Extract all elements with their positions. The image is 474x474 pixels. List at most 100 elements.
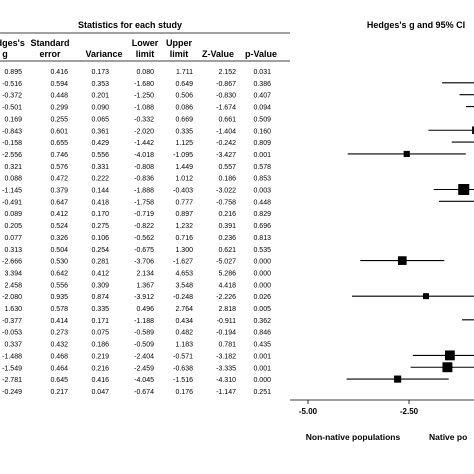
table-cell: -4.310 [216, 377, 236, 384]
table-cell: -2.404 [134, 353, 154, 360]
table-cell: -0.248 [173, 294, 193, 301]
table-cell: -0.911 [217, 318, 236, 325]
table-cell: 0.075 [91, 330, 109, 337]
x-axis-tick-label: -5.00 [299, 407, 318, 416]
table-cell: 2.764 [175, 306, 193, 313]
table-cell: 1.183 [175, 342, 193, 349]
table-cell: -0.332 [134, 116, 154, 123]
table-cell: 0.813 [253, 235, 271, 242]
table-cell: 0.412 [50, 211, 68, 218]
table-cell: -3.427 [216, 152, 236, 159]
table-cell: 1.125 [175, 140, 193, 147]
table-cell: 0.273 [50, 330, 68, 337]
table-cell: -0.377 [2, 318, 22, 325]
table-cell: 2.818 [218, 306, 236, 313]
table-cell: 2.458 [4, 282, 22, 289]
table-cell: 0.530 [50, 259, 68, 266]
table-cell: 0.144 [91, 188, 109, 195]
table-cell: -1.442 [134, 140, 154, 147]
table-cell: -0.719 [134, 211, 154, 218]
table-cell: -0.372 [2, 93, 22, 100]
table-cell: 0.412 [91, 270, 109, 277]
table-cell: 0.275 [91, 223, 109, 230]
table-cell: 0.254 [91, 247, 109, 254]
table-cell: 0.379 [50, 188, 68, 195]
table-cell: 0.000 [253, 282, 271, 289]
table-cell: 0.482 [175, 330, 193, 337]
left-favours-label: Non-native populations [306, 432, 401, 442]
table-cell: -1.888 [134, 188, 154, 195]
table-cell: -1.088 [134, 105, 154, 112]
table-cell: 0.077 [4, 235, 22, 242]
column-header-line2: error [39, 49, 61, 59]
table-cell: -0.830 [216, 93, 236, 100]
table-cell: 0.031 [253, 69, 271, 76]
table-cell: -0.501 [2, 105, 22, 112]
table-cell: -1.674 [216, 105, 236, 112]
table-cell: 0.331 [91, 164, 109, 171]
table-cell: 0.524 [50, 223, 68, 230]
table-cell: 0.578 [253, 164, 271, 171]
right-favours-label: Native po [429, 432, 467, 442]
table-cell: 0.216 [218, 211, 236, 218]
table-cell: 0.326 [50, 235, 68, 242]
table-cell: 0.556 [50, 282, 68, 289]
effect-marker [403, 150, 410, 158]
table-cell: 2.152 [218, 69, 236, 76]
table-cell: 0.414 [50, 318, 68, 325]
table-cell: 0.434 [175, 318, 193, 325]
table-cell: 0.361 [91, 128, 109, 135]
table-cell: 0.448 [253, 199, 271, 206]
table-cell: 0.281 [91, 259, 109, 266]
table-cell: 0.313 [4, 247, 22, 254]
table-cell: 0.362 [253, 318, 271, 325]
table-cell: 0.594 [50, 81, 68, 88]
table-cell: -0.808 [134, 164, 154, 171]
table-cell: 0.468 [50, 353, 68, 360]
table-cell: -0.194 [216, 330, 236, 337]
table-cell: 0.472 [50, 176, 68, 183]
table-cell: 0.309 [91, 282, 109, 289]
table-cell: 0.846 [253, 330, 271, 337]
table-cell: -2.666 [2, 259, 22, 266]
table-cell: 0.407 [253, 93, 271, 100]
column-header-line2: limit [136, 49, 155, 59]
table-cell: 0.429 [91, 140, 109, 147]
table-cell: 0.781 [218, 342, 236, 349]
table-cell: 0.853 [253, 176, 271, 183]
table-cell: -0.053 [2, 330, 22, 337]
column-header-line2: limit [170, 49, 189, 59]
table-cell: 0.169 [4, 116, 22, 123]
table-cell: 0.251 [253, 389, 271, 396]
table-cell: -0.509 [134, 342, 154, 349]
table-cell: 0.005 [253, 306, 271, 313]
effect-marker [397, 256, 407, 265]
table-cell: 0.647 [50, 199, 68, 206]
table-cell: 0.504 [50, 247, 68, 254]
table-cell: 0.448 [50, 93, 68, 100]
table-cell: 0.170 [91, 211, 109, 218]
effect-marker [472, 126, 474, 135]
table-cell: 0.173 [91, 69, 109, 76]
table-cell: -2.080 [2, 294, 22, 301]
plot-header-title: Hedges's g and 95% CI [367, 20, 465, 30]
table-cell: 0.086 [175, 105, 193, 112]
table-cell: -0.758 [216, 199, 236, 206]
table-cell: -0.589 [134, 330, 154, 337]
table-cell: 0.578 [50, 306, 68, 313]
x-axis-tick-label: -2.50 [400, 407, 419, 416]
table-cell: -4.018 [134, 152, 154, 159]
column-header-line2: Z-Value [202, 49, 234, 59]
table-cell: 0.176 [175, 389, 193, 396]
table-cell: 0.661 [218, 116, 236, 123]
table-cell: -3.706 [134, 259, 154, 266]
table-cell: 0.874 [91, 294, 109, 301]
table-cell: -1.516 [173, 377, 193, 384]
table-cell: 0.416 [50, 69, 68, 76]
table-cell: 0.746 [50, 152, 68, 159]
table-cell: 0.222 [91, 176, 109, 183]
table-cell: 0.321 [4, 164, 22, 171]
table-cell: -1.758 [134, 199, 154, 206]
